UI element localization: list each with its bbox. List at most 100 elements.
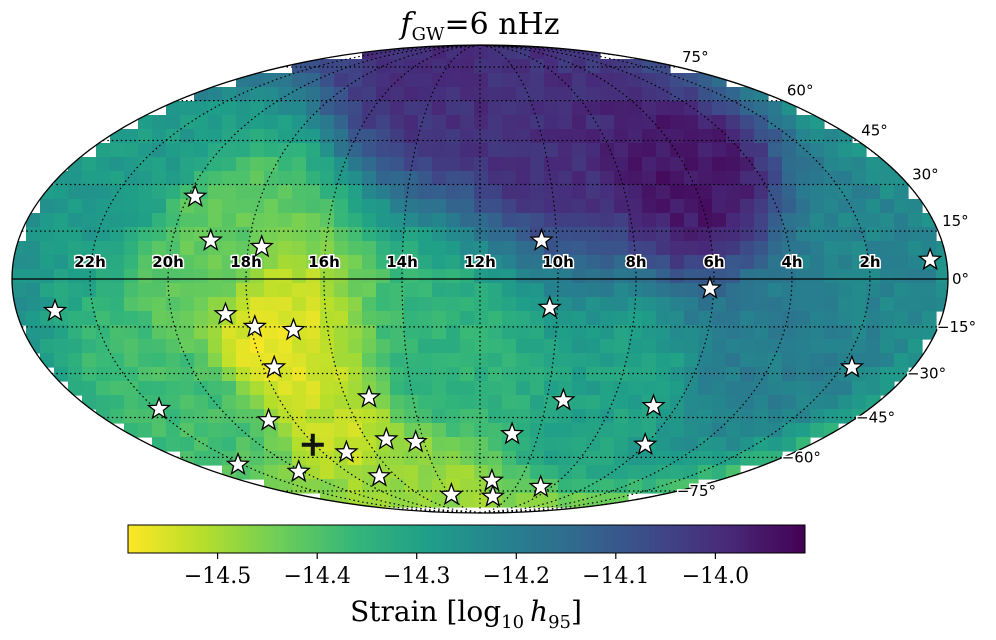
strain-cell bbox=[740, 409, 755, 424]
strain-cell bbox=[768, 129, 783, 144]
strain-cell bbox=[446, 297, 461, 312]
strain-cell bbox=[460, 255, 475, 270]
strain-cell bbox=[670, 423, 685, 438]
strain-cell bbox=[698, 255, 713, 270]
pulsar-star bbox=[697, 275, 723, 300]
strain-cell bbox=[782, 143, 797, 158]
strain-cell bbox=[292, 479, 307, 494]
strain-cell bbox=[922, 297, 937, 312]
strain-cell bbox=[698, 129, 713, 144]
strain-cell bbox=[782, 227, 797, 242]
pulsar-star bbox=[356, 384, 382, 408]
strain-cell bbox=[236, 227, 251, 242]
strain-cell bbox=[586, 339, 601, 354]
strain-cell bbox=[96, 311, 111, 326]
strain-cell bbox=[838, 143, 853, 158]
strain-cell bbox=[698, 423, 713, 438]
strain-cell bbox=[642, 367, 657, 382]
strain-cell bbox=[320, 73, 335, 88]
strain-cell bbox=[236, 157, 251, 172]
strain-cell bbox=[642, 129, 657, 144]
strain-cell bbox=[852, 143, 867, 158]
strain-cell bbox=[488, 255, 503, 270]
strain-cell bbox=[572, 437, 587, 452]
strain-cell bbox=[362, 297, 377, 312]
strain-cell bbox=[362, 115, 377, 130]
strain-cell bbox=[810, 353, 825, 368]
strain-cell bbox=[236, 409, 251, 424]
strain-cell bbox=[572, 269, 587, 284]
strain-cell bbox=[474, 353, 489, 368]
strain-cell bbox=[516, 185, 531, 200]
strain-cell bbox=[558, 269, 573, 284]
strain-cell bbox=[264, 451, 279, 466]
strain-cell bbox=[418, 409, 433, 424]
strain-cell bbox=[180, 283, 195, 298]
strain-cell bbox=[782, 297, 797, 312]
strain-cell bbox=[376, 213, 391, 228]
strain-cell bbox=[684, 213, 699, 228]
strain-cell bbox=[824, 269, 839, 284]
strain-cell bbox=[656, 185, 671, 200]
strain-cell bbox=[180, 311, 195, 326]
strain-cell bbox=[838, 339, 853, 354]
strain-cell bbox=[866, 255, 881, 270]
strain-cell bbox=[894, 297, 909, 312]
strain-cell bbox=[824, 311, 839, 326]
pulsar-star bbox=[641, 393, 666, 417]
strain-cell bbox=[502, 283, 517, 298]
strain-cell bbox=[600, 129, 615, 144]
strain-cell bbox=[40, 339, 55, 354]
strain-cell bbox=[712, 255, 727, 270]
strain-cell bbox=[124, 409, 139, 424]
strain-cell bbox=[152, 297, 167, 312]
strain-cell bbox=[796, 367, 811, 382]
strain-cell bbox=[502, 297, 517, 312]
strain-cell bbox=[572, 241, 587, 256]
strain-cell bbox=[446, 395, 461, 410]
strain-cell bbox=[418, 143, 433, 158]
strain-cell bbox=[516, 451, 531, 466]
strain-cell bbox=[404, 101, 419, 116]
strain-cell bbox=[264, 325, 279, 340]
pulsar-star bbox=[242, 314, 267, 338]
strain-cell bbox=[796, 395, 811, 410]
strain-cell bbox=[936, 297, 948, 312]
strain-cell bbox=[628, 465, 643, 480]
strain-cell bbox=[922, 325, 937, 340]
strain-cell bbox=[432, 381, 447, 396]
strain-cell bbox=[348, 171, 363, 186]
strain-cell bbox=[418, 171, 433, 186]
strain-cell bbox=[768, 185, 783, 200]
strain-cell bbox=[404, 353, 419, 368]
strain-cell bbox=[908, 241, 923, 256]
strain-cell bbox=[278, 381, 293, 396]
strain-cell bbox=[908, 311, 923, 326]
strain-cell bbox=[488, 129, 503, 144]
strain-cell bbox=[712, 157, 727, 172]
strain-cell bbox=[502, 143, 517, 158]
strain-cell bbox=[446, 437, 461, 452]
strain-cell bbox=[502, 493, 517, 508]
strain-cell bbox=[810, 423, 825, 438]
strain-cell bbox=[614, 283, 629, 298]
strain-cell bbox=[754, 409, 769, 424]
strain-cell bbox=[376, 367, 391, 382]
strain-cell bbox=[936, 255, 948, 270]
strain-cell bbox=[488, 325, 503, 340]
strain-cell bbox=[516, 73, 531, 88]
strain-cell bbox=[54, 185, 69, 200]
strain-cell bbox=[614, 437, 629, 452]
strain-cell bbox=[348, 129, 363, 144]
strain-cell bbox=[628, 199, 643, 214]
strain-cell bbox=[418, 101, 433, 116]
strain-cell bbox=[712, 199, 727, 214]
strain-cell bbox=[306, 353, 321, 368]
strain-cell bbox=[754, 381, 769, 396]
strain-cell bbox=[194, 395, 209, 410]
strain-cell bbox=[320, 479, 335, 494]
strain-cell bbox=[320, 87, 335, 102]
strain-cell bbox=[152, 129, 167, 144]
strain-cell bbox=[782, 437, 797, 452]
pulsar-star bbox=[183, 183, 208, 208]
